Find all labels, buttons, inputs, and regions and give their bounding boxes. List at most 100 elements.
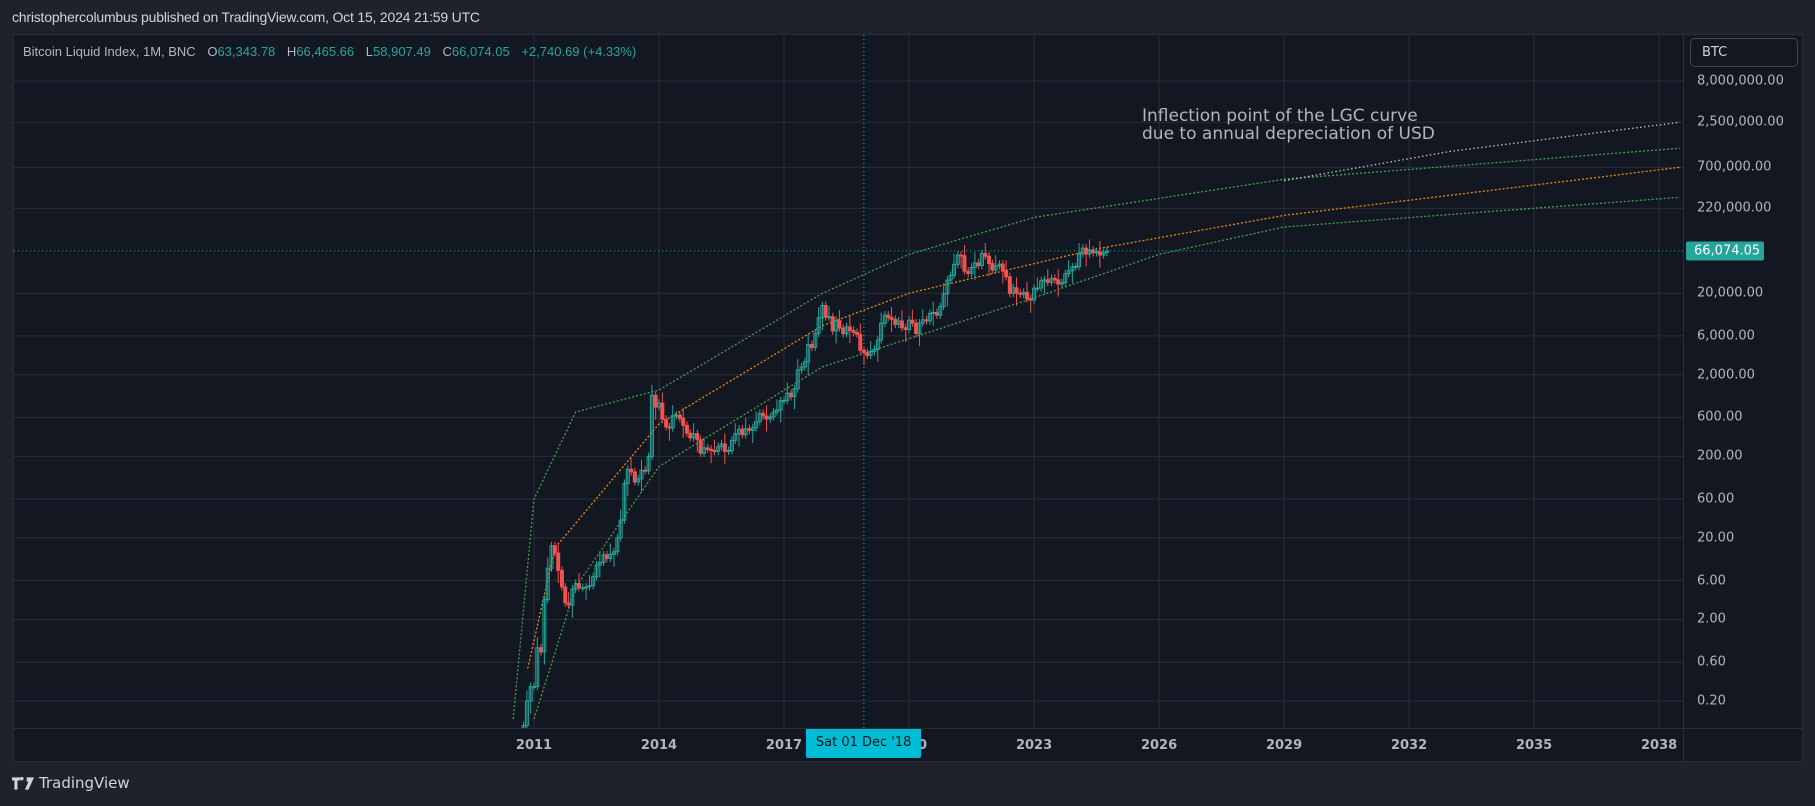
candle-up [528, 686, 533, 702]
tradingview-logo[interactable]: TradingView [12, 774, 130, 792]
candle-up [945, 279, 950, 295]
time-axis[interactable]: 2038203520322029202620232020201720142011… [14, 728, 1683, 762]
candle-down [632, 471, 637, 483]
candle-up [1035, 287, 1040, 290]
candle-up [750, 427, 755, 431]
candle-up [979, 253, 984, 266]
candle-down [664, 418, 669, 428]
text-annotation[interactable]: Inflection point of the LGC curve due to… [1142, 106, 1435, 144]
crosshair-date-label: Sat 01 Dec '18 [805, 729, 922, 758]
candle-down [556, 552, 561, 571]
candle-up [549, 545, 554, 569]
candle-up [882, 314, 887, 324]
candle-up [587, 585, 592, 588]
candle-up [806, 344, 811, 363]
legend-high-value: 66,465.66 [296, 44, 355, 59]
candle-up [636, 478, 641, 483]
candle-up [795, 369, 800, 390]
candle-up [521, 725, 526, 728]
candle-down [761, 412, 766, 417]
candle-down [990, 263, 995, 271]
candle-down [660, 402, 665, 420]
candle-down [924, 319, 929, 322]
tradingview-brand-text: TradingView [39, 774, 130, 792]
candle-down [899, 320, 904, 329]
candle-up [941, 293, 946, 307]
candle-up [757, 412, 762, 423]
overlay-lower-band-green-dotted- [533, 196, 1680, 720]
candle-up [649, 394, 654, 458]
candle-down [1028, 298, 1033, 301]
candle-up [729, 439, 734, 451]
candle-up [1049, 277, 1054, 283]
price-tick-label: 8,000,000.00 [1697, 73, 1784, 89]
candle-up [1104, 250, 1109, 253]
candle-up [625, 468, 630, 484]
legend-close-label: C [442, 44, 452, 59]
candle-down [837, 320, 842, 329]
symbol-selector[interactable]: BTC [1690, 38, 1798, 67]
candle-down [764, 415, 769, 420]
candle-up [955, 254, 960, 265]
candle-down [705, 447, 710, 450]
candle-up [702, 447, 707, 454]
candle-down [851, 329, 856, 334]
candle-up [1070, 266, 1075, 272]
candle-up [733, 433, 738, 441]
legend-low-label: L [365, 44, 374, 59]
published-by-header: christophercolumbus published on Trading… [12, 9, 480, 25]
candle-down [712, 449, 717, 452]
candle-down [862, 349, 867, 354]
candle-down [695, 433, 700, 441]
candle-down [809, 344, 814, 348]
time-tick-label: 2011 [515, 738, 553, 753]
candle-down [1097, 251, 1102, 256]
candle-down [604, 554, 609, 559]
candle-down [789, 392, 794, 398]
candle-up [920, 319, 925, 324]
candle-down [983, 253, 988, 257]
candle-up [743, 428, 748, 436]
candle-up [875, 339, 880, 350]
candle-up [584, 586, 589, 589]
legend-high-label: H [286, 44, 297, 59]
chart-plot-area[interactable]: Bitcoin Liquid Index, 1M, BNC O63,343.78… [14, 35, 1683, 728]
candle-up [907, 319, 912, 330]
candle-up [868, 351, 873, 356]
candle-up [570, 588, 575, 606]
chart-canvas[interactable] [14, 35, 1683, 728]
candle-up [591, 576, 596, 587]
candle-up [726, 449, 731, 452]
candle-up [1087, 249, 1092, 255]
price-tick-label: 6.00 [1697, 573, 1726, 589]
candle-down [959, 254, 964, 257]
candle-down [653, 394, 658, 408]
ohlc-legend: Bitcoin Liquid Index, 1M, BNC O63,343.78… [23, 44, 636, 59]
price-axis[interactable]: 0.20 0.60 2.00 6.00 20.00 60.00 200.00 600.00 2,… [1683, 35, 1803, 728]
legend-change-value: +2,740.69 (+4.33%) [521, 44, 637, 59]
candle-down [830, 316, 835, 332]
candle-down [914, 322, 919, 334]
overlay-lgc-middle-curve-orange-dotted- [527, 166, 1680, 669]
time-tick-label: 2014 [640, 738, 678, 753]
candle-up [594, 564, 599, 578]
candle-up [778, 400, 783, 411]
candle-up [1066, 270, 1071, 275]
candle-down [865, 352, 870, 356]
chart-window: Bitcoin Liquid Index, 1M, BNC O63,343.78… [13, 34, 1803, 762]
candle-up [802, 361, 807, 368]
candle-up [754, 421, 759, 429]
legend-symbol: Bitcoin Liquid Index, 1M, BNC [23, 44, 196, 59]
candle-up [1039, 280, 1044, 289]
candle-up [799, 366, 804, 371]
candle-down [677, 414, 682, 419]
candle-up [938, 305, 943, 316]
price-tick-label: 2,000.00 [1697, 367, 1755, 383]
candle-down [709, 448, 714, 451]
candle-down [559, 569, 564, 588]
last-price-badge: 66,074.05 [1686, 241, 1764, 261]
candle-up [827, 316, 832, 319]
candle-up [618, 519, 623, 539]
candle-down [1007, 276, 1012, 294]
legend-open-label: O [207, 44, 218, 59]
